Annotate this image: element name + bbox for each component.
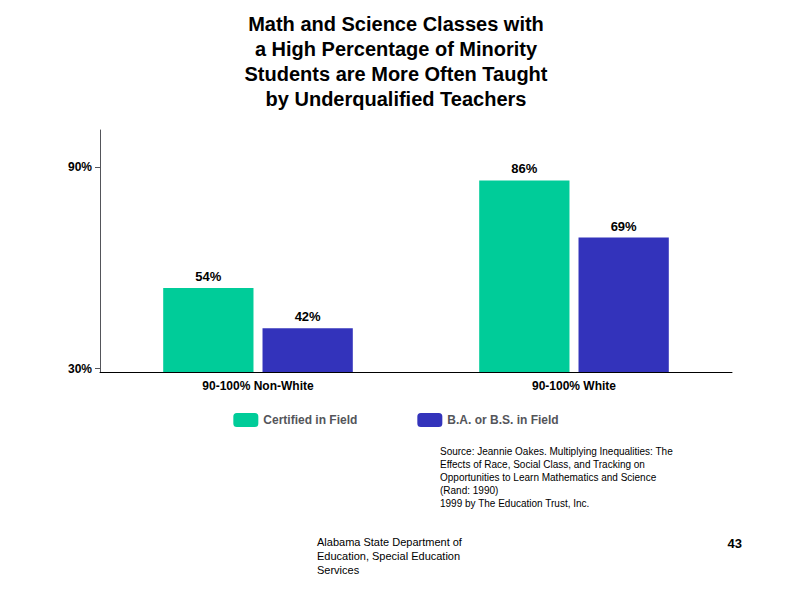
svg-text:(Rand: 1990): (Rand: 1990): [440, 485, 498, 496]
svg-text:86%: 86%: [511, 161, 537, 176]
svg-text:Services: Services: [317, 564, 360, 576]
svg-text:Effects of Race, Social Class,: Effects of Race, Social Class, and Track…: [440, 459, 645, 470]
svg-text:1999 by The Education Trust, I: 1999 by The Education Trust, Inc.: [440, 498, 589, 509]
svg-text:Opportunities to Learn Mathema: Opportunities to Learn Mathematics and S…: [440, 472, 657, 483]
svg-text:Students are More Often Taught: Students are More Often Taught: [245, 63, 548, 85]
svg-text:Source: Jeannie Oakes. Multipl: Source: Jeannie Oakes. Multiplying Inequ…: [440, 446, 673, 457]
svg-text:43: 43: [728, 536, 742, 551]
svg-text:42%: 42%: [295, 309, 321, 324]
svg-text:90%: 90%: [68, 160, 92, 174]
svg-text:90-100% Non-White: 90-100% Non-White: [202, 379, 314, 393]
svg-text:by Underqualified Teachers: by Underqualified Teachers: [266, 88, 527, 110]
svg-text:Education, Special Education: Education, Special Education: [317, 550, 460, 562]
svg-text:90-100% White: 90-100% White: [532, 379, 616, 393]
svg-text:69%: 69%: [611, 219, 637, 234]
svg-text:Certified in Field: Certified in Field: [263, 413, 357, 427]
svg-text:a High Percentage of Minority: a High Percentage of Minority: [255, 38, 538, 60]
svg-text:Alabama State Department of: Alabama State Department of: [317, 536, 463, 548]
svg-text:Math and Science Classes with: Math and Science Classes with: [248, 13, 544, 35]
svg-text:54%: 54%: [195, 269, 221, 284]
svg-text:B.A. or B.S. in Field: B.A. or B.S. in Field: [447, 413, 558, 427]
svg-text:30%: 30%: [68, 362, 92, 376]
